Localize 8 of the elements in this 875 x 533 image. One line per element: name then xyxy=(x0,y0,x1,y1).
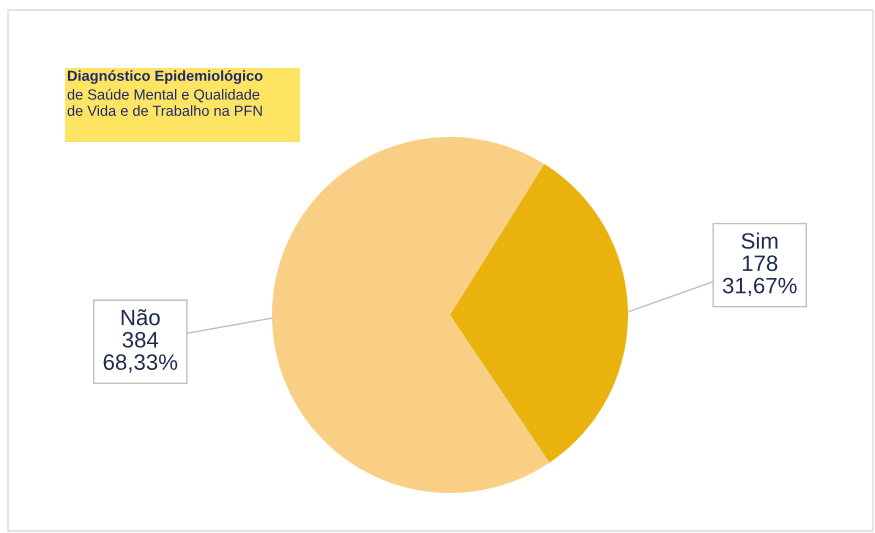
slice-label: Sim xyxy=(742,232,778,249)
data-label: 178 31,67% xyxy=(722,255,797,296)
data-label: 384 68,33% xyxy=(104,332,178,373)
pie-slice xyxy=(450,164,628,463)
pie-slice xyxy=(272,137,550,493)
chart-title: Diagnóstico Epidemiológico xyxy=(68,70,263,84)
chart-subtitle: de Saúde Mental e Qualidade de Vida e de Trabalho na PFN xyxy=(68,88,262,116)
slice-label: Não xyxy=(122,309,160,326)
